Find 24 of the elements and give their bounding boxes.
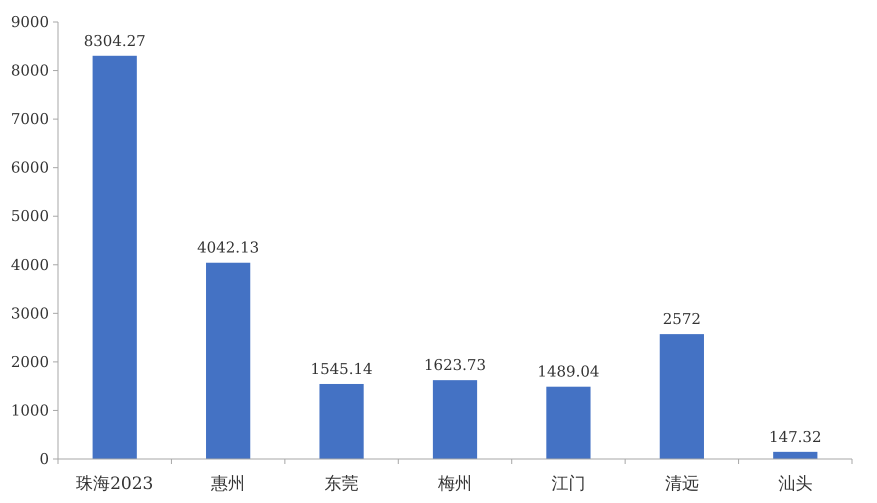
y-tick-label: 8000 [10, 62, 49, 80]
data-label: 8304.27 [84, 32, 146, 50]
y-tick-label: 3000 [10, 304, 49, 322]
x-tick-label: 清远 [664, 474, 699, 494]
y-tick-label: 6000 [10, 158, 49, 177]
x-tick-label: 江门 [551, 474, 586, 494]
y-tick-label: 4000 [10, 256, 49, 274]
x-tick-label: 珠海2023 [76, 474, 154, 494]
y-tick-label: 1000 [10, 401, 49, 420]
x-tick-label: 汕头 [778, 474, 812, 494]
y-tick-label: 2000 [10, 352, 49, 371]
y-tick-label: 5000 [10, 207, 49, 226]
data-label: 147.32 [769, 428, 822, 446]
data-label: 4042.13 [197, 238, 260, 257]
x-tick-label: 惠州 [210, 474, 246, 494]
data-label: 1623.73 [424, 356, 486, 374]
y-tick-label: 0 [39, 450, 49, 468]
data-label: 1489.04 [537, 362, 600, 381]
x-tick-label: 梅州 [437, 474, 472, 494]
data-label: 2572 [662, 310, 701, 328]
x-tick-label: 东莞 [324, 474, 359, 494]
y-tick-label: 9000 [10, 13, 49, 31]
data-label: 1545.14 [310, 360, 373, 378]
y-tick-label: 7000 [10, 110, 49, 128]
